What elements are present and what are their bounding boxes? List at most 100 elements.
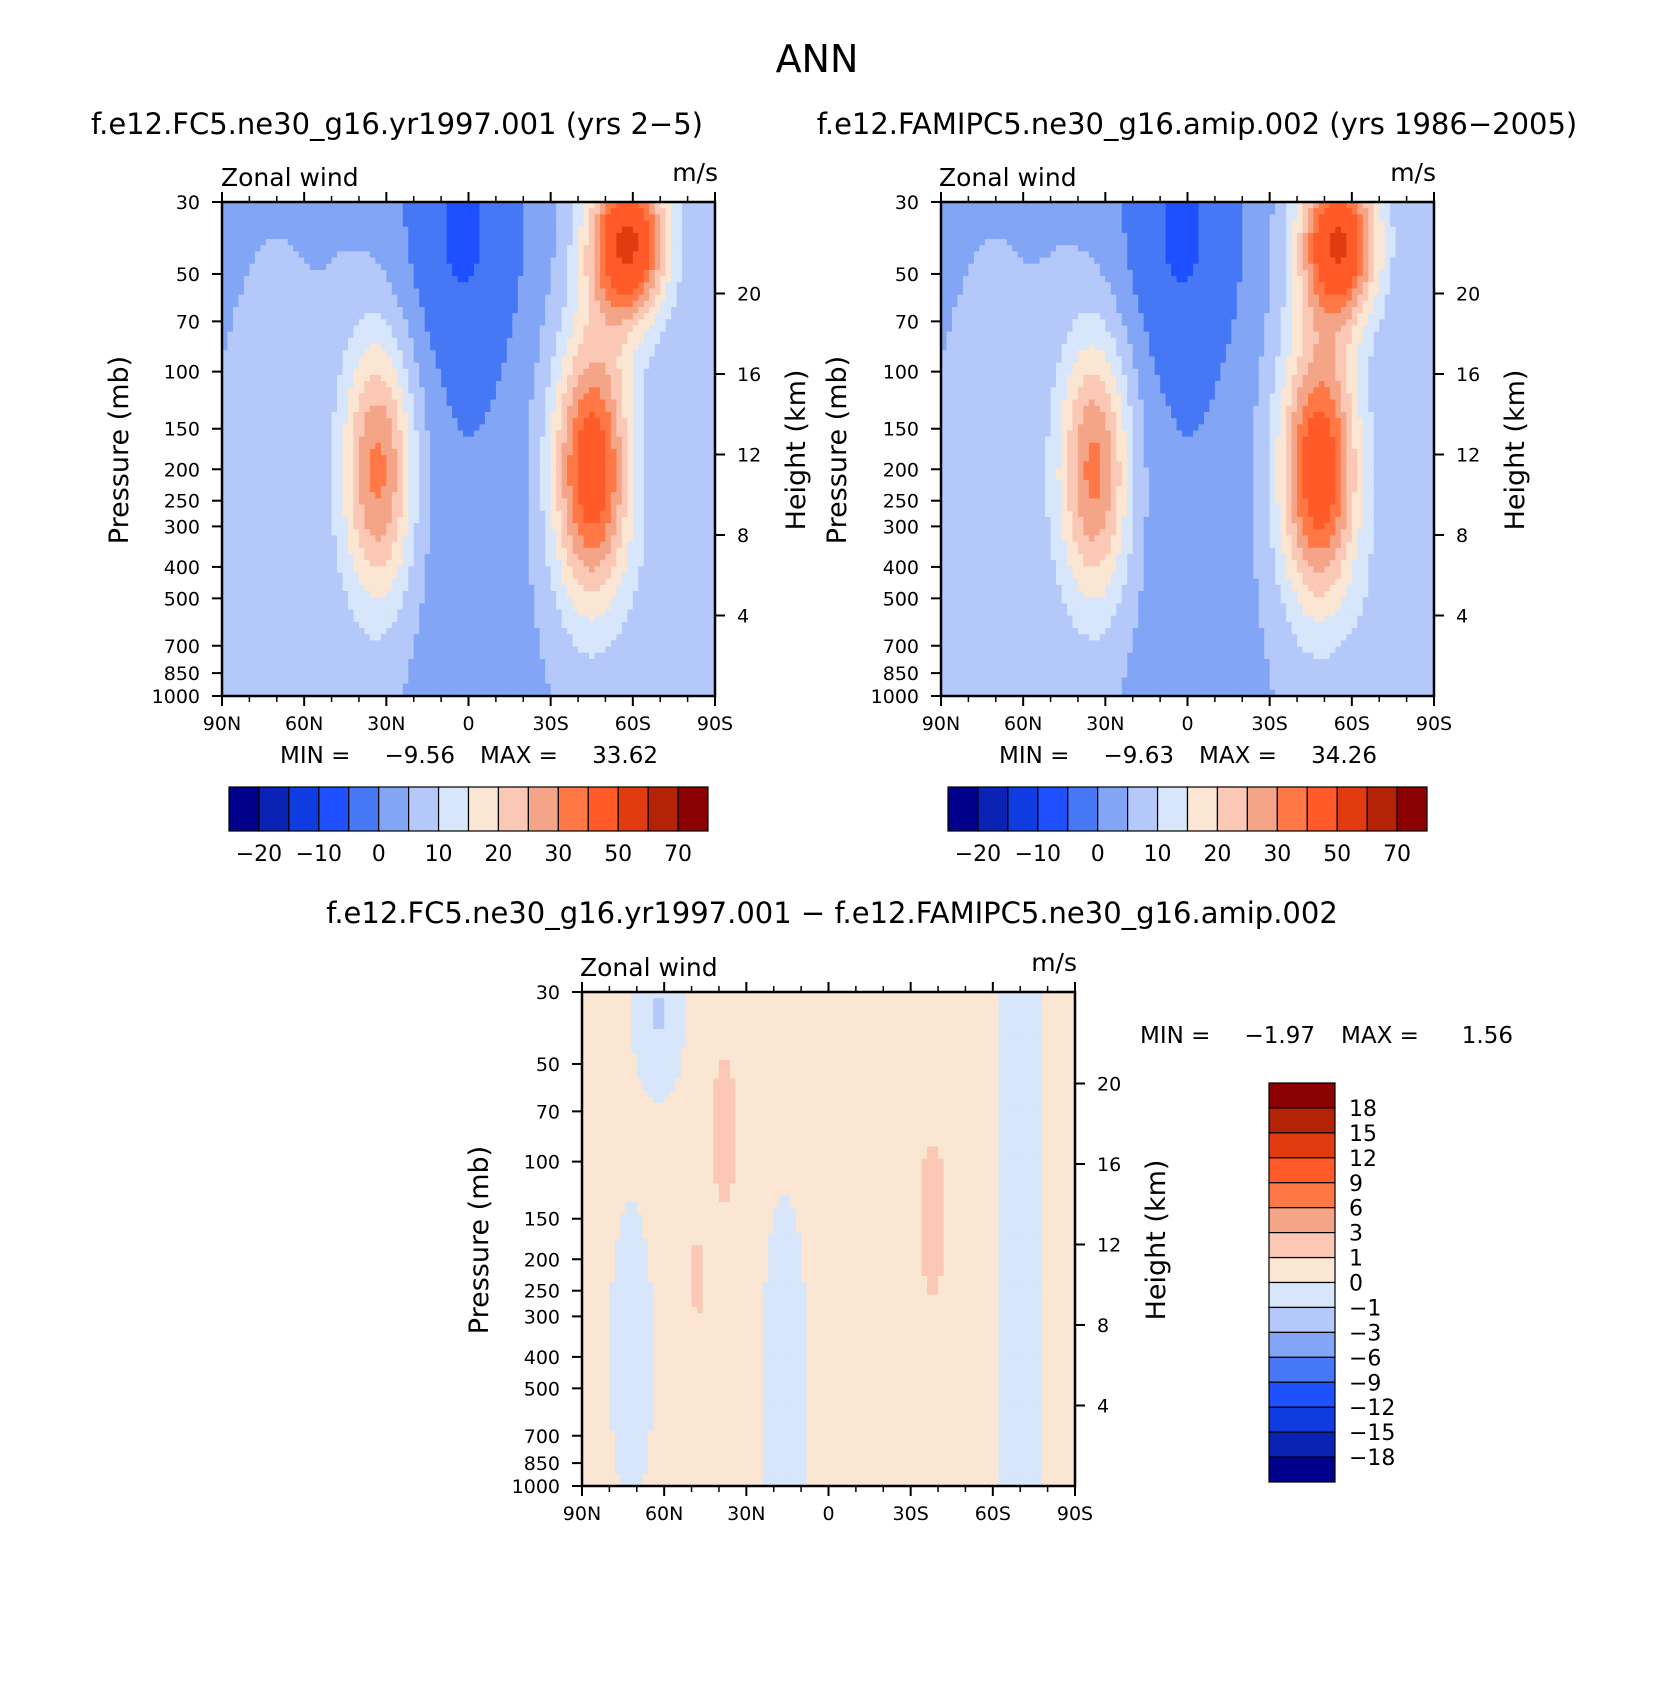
contour-cell xyxy=(353,301,359,308)
contour-cell xyxy=(326,288,332,295)
contour-cell xyxy=(523,307,529,314)
contour-cell xyxy=(551,313,557,320)
contour-cell xyxy=(227,208,233,215)
contour-cell xyxy=(622,227,628,234)
contour-cell xyxy=(649,214,655,221)
contour-cell xyxy=(255,245,261,252)
contour-cell xyxy=(584,258,590,265)
contour-cell xyxy=(414,264,420,271)
contour-cell xyxy=(353,319,359,326)
contour-cell xyxy=(370,307,376,314)
contour-cell xyxy=(332,282,338,289)
contour-cell xyxy=(326,251,332,258)
contour-cell xyxy=(244,282,250,289)
contour-cell xyxy=(447,227,453,234)
contour-cell xyxy=(688,276,694,283)
contour-cell xyxy=(392,221,398,228)
contour-cell xyxy=(227,319,233,326)
contour-cell xyxy=(485,251,491,258)
contour-cell xyxy=(392,295,398,302)
contour-cell xyxy=(479,270,485,277)
contour-cell xyxy=(381,208,387,215)
contour-cell xyxy=(551,270,557,277)
contour-cell xyxy=(375,276,381,283)
contour-cell xyxy=(249,270,255,277)
contour-cell xyxy=(430,258,436,265)
contour-cell xyxy=(414,221,420,228)
contour-cell xyxy=(315,221,321,228)
contour-cell xyxy=(616,227,622,234)
contour-cell xyxy=(699,295,705,302)
contour-cell xyxy=(238,295,244,302)
contour-cell xyxy=(299,208,305,215)
contour-cell xyxy=(370,326,376,333)
contour-cell xyxy=(452,276,458,283)
contour-cell xyxy=(584,251,590,258)
contour-cell xyxy=(529,295,535,302)
contour-cell xyxy=(534,251,540,258)
contour-cell xyxy=(447,319,453,326)
contour-cell xyxy=(469,258,475,265)
contour-cell xyxy=(611,233,617,240)
contour-cell xyxy=(699,221,705,228)
contour-cell xyxy=(523,221,529,228)
contour-cell xyxy=(310,270,316,277)
contour-cell xyxy=(321,227,327,234)
contour-cell xyxy=(238,282,244,289)
contour-cell xyxy=(282,270,288,277)
contour-cell xyxy=(573,221,579,228)
contour-cell xyxy=(233,233,239,240)
contour-cell xyxy=(458,245,464,252)
contour-cell xyxy=(348,214,354,221)
contour-cell xyxy=(655,251,661,258)
contour-cell xyxy=(496,319,502,326)
contour-cell xyxy=(408,227,414,234)
contour-cell xyxy=(310,264,316,271)
contour-cell xyxy=(589,307,595,314)
contour-cell xyxy=(414,270,420,277)
contour-cell xyxy=(392,251,398,258)
contour-cell xyxy=(469,264,475,271)
contour-cell xyxy=(447,208,453,215)
contour-cell xyxy=(545,307,551,314)
contour-cell xyxy=(255,270,261,277)
contour-cell xyxy=(419,319,425,326)
contour-cell xyxy=(277,326,283,333)
contour-cell xyxy=(364,288,370,295)
contour-cell xyxy=(644,264,650,271)
contour-cell xyxy=(677,270,683,277)
contour-cell xyxy=(660,221,666,228)
contour-cell xyxy=(633,288,639,295)
contour-cell xyxy=(403,326,409,333)
contour-cell xyxy=(353,264,359,271)
contour-cell xyxy=(496,301,502,308)
contour-cell xyxy=(458,282,464,289)
contour-cell xyxy=(315,214,321,221)
contour-cell xyxy=(622,288,628,295)
contour-field xyxy=(222,202,716,697)
contour-cell xyxy=(501,258,507,265)
contour-cell xyxy=(436,313,442,320)
contour-cell xyxy=(392,313,398,320)
contour-cell xyxy=(364,276,370,283)
contour-cell xyxy=(419,288,425,295)
contour-cell xyxy=(419,239,425,246)
contour-cell xyxy=(501,221,507,228)
contour-cell xyxy=(649,208,655,215)
contour-cell xyxy=(704,239,710,246)
contour-cell xyxy=(529,245,535,252)
contour-cell xyxy=(666,258,672,265)
contour-cell xyxy=(260,221,266,228)
contour-cell xyxy=(529,221,535,228)
contour-cell xyxy=(375,251,381,258)
contour-cell xyxy=(315,282,321,289)
contour-cell xyxy=(299,276,305,283)
contour-cell xyxy=(512,227,518,234)
contour-cell xyxy=(255,319,261,326)
contour-cell xyxy=(704,313,710,320)
contour-cell xyxy=(381,326,387,333)
contour-cell xyxy=(584,276,590,283)
contour-cell xyxy=(523,208,529,215)
contour-cell xyxy=(271,233,277,240)
contour-cell xyxy=(501,288,507,295)
